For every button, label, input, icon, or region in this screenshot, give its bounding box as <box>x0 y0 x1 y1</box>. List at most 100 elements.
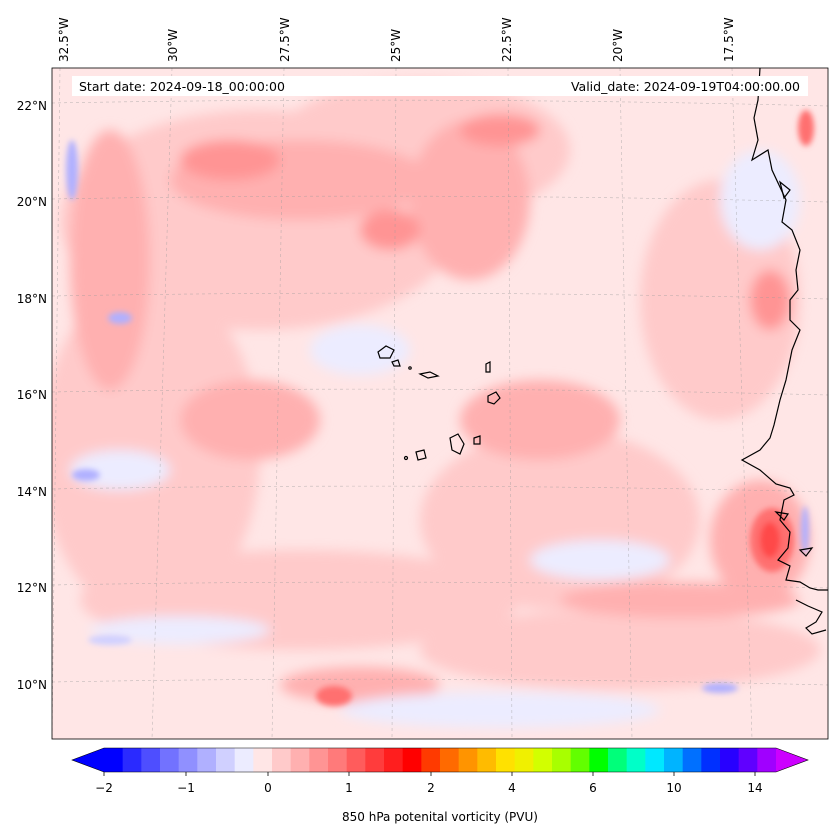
colorbar-segment <box>552 748 572 772</box>
lat-label: 14°N <box>17 485 47 499</box>
colorbar-segment <box>346 748 366 772</box>
lon-line <box>507 68 513 739</box>
lon-label: 22.5°W <box>500 17 514 62</box>
lon-label: 27.5°W <box>278 17 292 62</box>
colorbar-segment <box>570 748 590 772</box>
colorbar-tick-labels: −2 −1 0 1 2 4 6 10 14 <box>95 781 762 795</box>
colorbar-ticks <box>103 772 756 776</box>
lon-label: 20°W <box>611 29 625 62</box>
colorbar-segment <box>626 748 646 772</box>
colorbar-segment <box>757 748 777 772</box>
colorbar-tick-label: −2 <box>95 781 113 795</box>
colorbar-segment <box>496 748 516 772</box>
colorbar-tick-label: 1 <box>345 781 353 795</box>
island-santiago <box>449 433 465 455</box>
colorbar-segment <box>682 748 702 772</box>
colorbar-segment <box>234 748 254 772</box>
colorbar-tick-label: 2 <box>427 781 435 795</box>
colorbar-segment <box>104 748 124 772</box>
colorbar-segment <box>365 748 385 772</box>
pv-region <box>70 450 170 490</box>
coast-detail <box>778 180 791 200</box>
island-santa-luzia <box>408 366 412 370</box>
pv-max <box>316 686 352 706</box>
colorbar-segment <box>384 748 404 772</box>
pv-max <box>760 522 780 558</box>
lon-line <box>52 68 61 739</box>
coast-detail <box>795 599 827 635</box>
pv-region <box>310 325 410 375</box>
pv-region <box>180 140 280 180</box>
pv-min <box>66 140 78 200</box>
pv-region <box>720 150 800 250</box>
pv-region <box>460 380 620 460</box>
lon-line <box>391 68 397 739</box>
lon-label: 30°W <box>166 29 180 62</box>
colorbar-label: 850 hPa potenital vorticity (PVU) <box>342 810 538 824</box>
colorbar-segment <box>178 748 198 772</box>
lon-line <box>619 68 633 739</box>
colorbar-segment <box>402 748 422 772</box>
pv-max <box>798 110 814 146</box>
island-sao-vicente <box>391 359 401 367</box>
colorbar-segment <box>421 748 441 772</box>
pv-region <box>180 380 320 460</box>
colorbar-extend-low <box>72 748 104 772</box>
lat-line <box>52 485 828 493</box>
pv-region <box>340 692 660 728</box>
pv-region <box>70 130 150 390</box>
pv-region <box>530 540 670 580</box>
date-header-box <box>72 76 808 96</box>
colorbar-segment <box>533 748 553 772</box>
lon-line <box>731 68 753 739</box>
colorbar-tick-label: 10 <box>666 781 681 795</box>
colorbar-segment <box>328 748 348 772</box>
gridlines <box>52 68 828 739</box>
pv-region <box>560 582 800 618</box>
pv-min <box>108 312 132 324</box>
coast-detail <box>774 511 790 521</box>
lat-line <box>52 678 828 686</box>
lon-label: 17.5°W <box>722 17 736 62</box>
start-date-text: Start date: 2024-09-18_00:00:00 <box>79 79 285 94</box>
colorbar-segment <box>664 748 684 772</box>
latitude-labels: 22°N 20°N 18°N 16°N 14°N 12°N 10°N <box>17 99 47 692</box>
colorbar-tick-label: 14 <box>747 781 762 795</box>
colorbar-segment <box>197 748 217 772</box>
lon-label: 25°W <box>389 29 403 62</box>
lat-label: 12°N <box>17 581 47 595</box>
valid-date-text: Valid_date: 2024-09-19T04:00:00.00 <box>571 79 800 94</box>
colorbar-segment <box>216 748 236 772</box>
colorbar-segment <box>701 748 721 772</box>
lat-label: 22°N <box>17 99 47 113</box>
lat-label: 18°N <box>17 292 47 306</box>
colorbar-segment <box>458 748 478 772</box>
colorbar-segment <box>272 748 292 772</box>
colorbar-segment <box>122 748 142 772</box>
colorbar-segment <box>253 748 273 772</box>
island-santo-antao <box>377 345 395 359</box>
pv-min <box>702 683 738 693</box>
lat-line <box>52 99 828 107</box>
island-boa-vista <box>487 391 501 405</box>
island-brava <box>403 455 409 461</box>
pv-min <box>801 506 809 554</box>
colorbar: −2 −1 0 1 2 4 6 10 14 850 hPa potenital … <box>71 747 809 824</box>
colorbar-tick-label: 6 <box>589 781 597 795</box>
coast-detail <box>798 547 814 557</box>
pv-region <box>460 114 540 146</box>
colorbar-segment <box>608 748 628 772</box>
map-panel <box>52 68 828 739</box>
island-fogo <box>415 449 427 461</box>
island-sal <box>485 361 491 373</box>
lat-line <box>52 388 828 396</box>
africa-coast <box>740 68 828 591</box>
colorbar-tick-label: −1 <box>177 781 195 795</box>
pv-min <box>88 635 132 645</box>
pv-region <box>90 616 270 644</box>
lat-label: 10°N <box>17 678 47 692</box>
island-sao-nicolau <box>418 371 440 379</box>
colorbar-segment <box>589 748 609 772</box>
lat-label: 16°N <box>17 388 47 402</box>
